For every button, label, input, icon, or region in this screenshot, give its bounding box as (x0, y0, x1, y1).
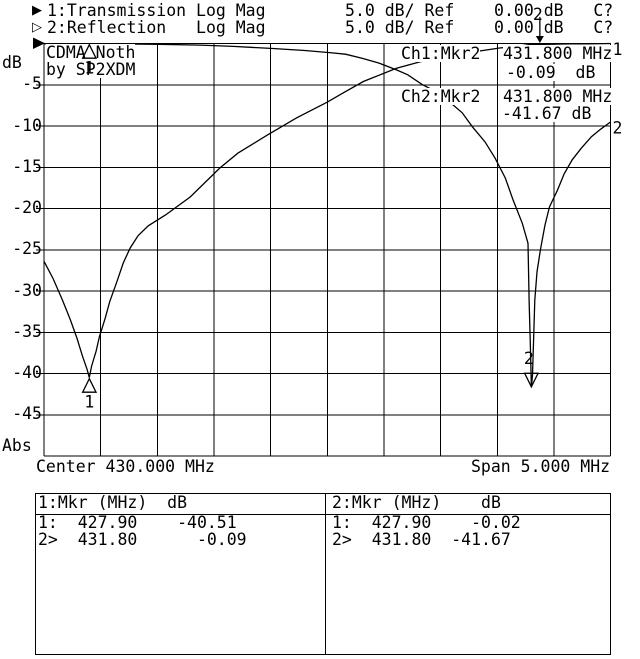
channel2-header: 2:Reflection Log Mag 5.0 dB/ Ref 0.00 dB… (47, 18, 614, 37)
span-frequency-label: Span 5.000 MHz (471, 457, 611, 476)
y-axis-unit-label: dB (2, 53, 22, 72)
y-tick-label: -25 (12, 239, 42, 259)
marker-table-left-row1: 1: 427.90 -40.51 (38, 513, 237, 532)
svg-text:1: 1 (613, 40, 623, 59)
title-annotation-line1: CDMA Noth (46, 43, 136, 62)
ch2-marker-readout-label: Ch2:Mkr2 (401, 87, 481, 106)
ch1-marker-readout-label: Ch1:Mkr2 (401, 44, 481, 63)
y-tick-label: -20 (12, 198, 42, 217)
y-tick-label: -5 (22, 74, 42, 94)
marker-table-frame (35, 493, 611, 655)
marker-table-header-rule (35, 514, 611, 515)
svg-text:2: 2 (613, 118, 623, 137)
marker-table-right-row1: 1: 427.90 -0.02 (332, 513, 521, 532)
y-tick-label: -35 (12, 321, 42, 341)
channel1-active-icon: ▶ (32, 3, 42, 18)
y-axis-abs-label: Abs (2, 436, 32, 455)
center-frequency-label: Center 430.000 MHz (36, 457, 215, 476)
y-tick-label: -10 (12, 115, 42, 135)
svg-text:1: 1 (84, 393, 94, 412)
ch2-marker-readout-value: -41.67 dB (502, 104, 592, 123)
marker-table-left-header: 1:Mkr (MHz) dB (38, 493, 188, 512)
y-tick-label: -45 (12, 404, 42, 424)
svg-text:2: 2 (533, 5, 543, 24)
y-tick-label: -30 (12, 280, 42, 300)
ch1-marker-readout-value: -0.09 dB (506, 63, 596, 82)
svg-text:1: 1 (84, 59, 94, 78)
marker-table-right-row2: 2> 431.80 -41.67 (332, 530, 511, 549)
svg-text:2: 2 (524, 349, 534, 368)
channel1-header: 1:Transmission Log Mag 5.0 dB/ Ref 0.00 … (47, 1, 614, 20)
ch2-marker-readout-freq: 431.800 MHz (503, 87, 613, 106)
ch1-marker-readout-freq: 431.800 MHz (503, 44, 613, 63)
marker-table-right-header: 2:Mkr (MHz) dB (332, 493, 501, 512)
marker-table-divider (325, 493, 326, 655)
channel2-active-icon: ▷ (32, 20, 42, 35)
marker-table-left-row2: 2> 431.80 -0.09 (38, 530, 247, 549)
y-tick-label: -15 (12, 156, 42, 176)
title-annotation-line2: by SP2XDM (46, 60, 136, 79)
y-tick-label: -40 (12, 363, 42, 382)
